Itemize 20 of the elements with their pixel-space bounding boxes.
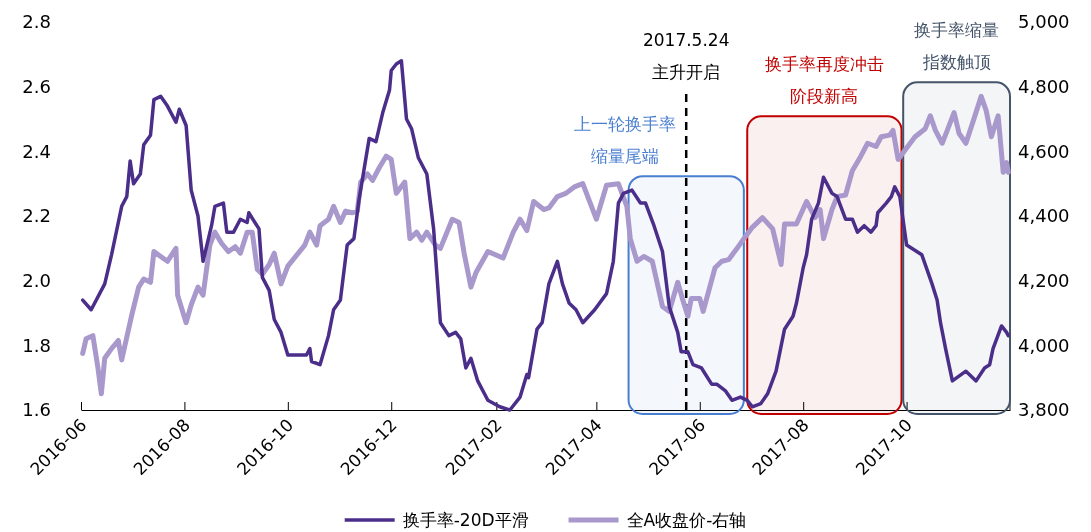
- y-tick-label: 2.4: [22, 140, 51, 162]
- y2-tick-label: 4,000: [1018, 334, 1070, 356]
- band-label: 换手率缩量指数触顶: [914, 20, 1000, 73]
- y2-tick-label: 4,200: [1018, 269, 1070, 291]
- y2-tick-label: 3,800: [1018, 399, 1070, 421]
- y2-tick-label: 4,400: [1018, 205, 1070, 227]
- band-label: 上一轮换手率缩量尾端: [574, 114, 677, 167]
- y-tick-label: 2.2: [22, 205, 51, 227]
- y-tick-label: 2.0: [22, 269, 51, 291]
- band-label: 换手率再度冲击阶段新高: [764, 54, 884, 107]
- legend-label: 换手率-20D平滑: [402, 510, 529, 530]
- y-tick-label: 2.6: [22, 75, 51, 97]
- y-tick-label: 1.6: [22, 399, 51, 421]
- y2-tick-label: 4,600: [1018, 140, 1070, 162]
- y-tick-label: 1.8: [22, 334, 51, 356]
- y-tick-label: 2.8: [22, 11, 51, 33]
- ref-line-label: 2017.5.24 主升开启: [642, 30, 730, 82]
- y2-tick-label: 4,800: [1018, 75, 1070, 97]
- y2-tick-label: 5,000: [1018, 11, 1070, 33]
- legend-label: 全A收盘价-右轴: [626, 510, 747, 530]
